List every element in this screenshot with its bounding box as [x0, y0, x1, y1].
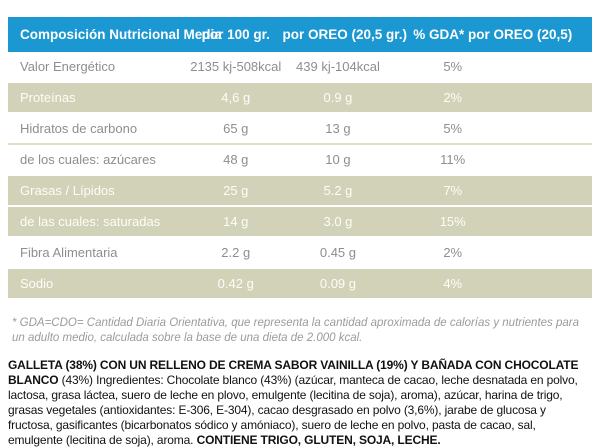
value-per-100: 0.42 g: [217, 276, 254, 291]
table-row: Grasas / Lípidos 25 g 5.2 g 7%: [8, 175, 592, 206]
table-row: Proteínas 4,6 g 0.9 g 2%: [8, 82, 592, 113]
nutrition-table: Composición Nutricional Media por 100 gr…: [8, 17, 592, 300]
gda-footnote: * GDA=CDO= Cantidad Diaria Orientativa, …: [12, 317, 579, 344]
header-gda: % GDA* por OREO (20,5): [393, 17, 592, 52]
nutrient-label: de los cuales: azúcares: [20, 152, 156, 167]
value-per-100: 4,6 g: [221, 90, 251, 105]
nutrient-label: Proteínas: [20, 90, 76, 105]
ingredients-body: (43%) Ingredientes: Chocolate blanco (43…: [8, 373, 578, 447]
table-row: Fibra Alimentaria 2.2 g 0.45 g 2%: [8, 237, 592, 268]
nutrient-label: Grasas / Lípidos: [20, 183, 115, 198]
nutrient-label: de las cuales: saturadas: [20, 214, 161, 229]
nutrient-label: Valor Energético: [20, 59, 116, 74]
value-gda: 7%: [443, 183, 463, 198]
value-per-100: 65 g: [223, 121, 249, 136]
nutrient-label: Hidratos de carbono: [20, 121, 138, 136]
header-per-100: por 100 gr.: [189, 17, 283, 52]
header-composition: Composición Nutricional Media: [8, 17, 222, 52]
header-per-oreo: por OREO (20,5 gr.): [282, 17, 407, 52]
table-row: de los cuales: azúcares 48 g 10 g 11%: [8, 144, 592, 175]
value-per-oreo: 0.09 g: [319, 276, 357, 291]
value-per-oreo: 439 kj-104kcal: [296, 59, 380, 74]
value-per-oreo: 10 g: [325, 152, 351, 167]
value-per-oreo: 0.45 g: [319, 245, 357, 260]
table-row: Sodio 0.42 g 0.09 g 4%: [8, 268, 592, 299]
table-row: Hidratos de carbono 65 g 13 g 5%: [8, 113, 592, 144]
table-header-row: Composición Nutricional Media por 100 gr…: [8, 17, 592, 52]
ingredients-paragraph: GALLETA (38%) CON UN RELLENO DE CREMA SA…: [8, 358, 592, 448]
nutrient-label: Sodio: [20, 276, 54, 291]
ingredients-heading: GALLETA (38%) CON UN RELLENO DE CREMA SA…: [8, 358, 579, 387]
allergens-statement: CONTIENE TRIGO, GLUTEN, SOJA, LECHE.: [196, 433, 441, 447]
value-gda: 11%: [440, 152, 466, 167]
value-gda: 2%: [443, 245, 463, 260]
value-per-100: 2.2 g: [221, 245, 251, 260]
table-row: de las cuales: saturadas 14 g 3.0 g 15%: [8, 206, 592, 237]
value-gda: 5%: [443, 59, 463, 74]
value-gda: 2%: [443, 90, 463, 105]
value-per-oreo: 3.0 g: [323, 214, 353, 229]
table-row: Valor Energético 2135 kj-508kcal 439 kj-…: [8, 52, 592, 82]
value-per-100: 2135 kj-508kcal: [190, 59, 282, 74]
value-per-oreo: 0.9 g: [323, 90, 353, 105]
value-gda: 15%: [439, 214, 466, 229]
value-per-100: 14 g: [223, 214, 249, 229]
value-per-oreo: 13 g: [325, 121, 351, 136]
value-per-oreo: 5.2 g: [323, 183, 353, 198]
value-gda: 5%: [443, 121, 463, 136]
value-per-100: 48 g: [223, 152, 249, 167]
nutrient-label: Fibra Alimentaria: [20, 245, 118, 260]
value-per-100: 25 g: [223, 183, 249, 198]
value-gda: 4%: [443, 276, 463, 291]
